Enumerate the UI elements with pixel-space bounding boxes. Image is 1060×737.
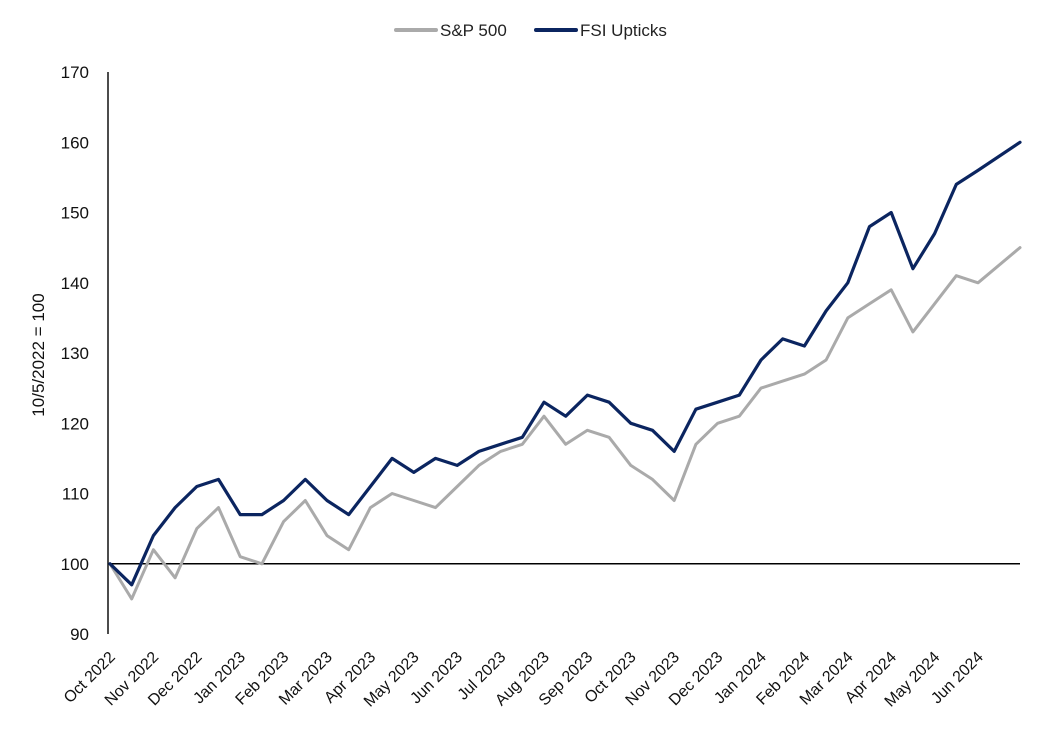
y-tick-label: 150 [61,204,89,223]
y-tick-label: 120 [61,414,89,433]
legend-label-sp500: S&P 500 [440,21,507,40]
y-axis-title: 10/5/2022 = 100 [29,293,48,416]
series-line-fsi-upticks [108,140,1022,587]
legend: S&P 500 FSI Upticks [394,21,667,40]
series-layer [108,140,1022,601]
y-tick-label: 100 [61,555,89,574]
series-line-sp500 [108,246,1022,601]
y-tick-label: 170 [61,63,89,82]
y-tick-label: 160 [61,133,89,152]
legend-label-fsi-upticks: FSI Upticks [580,21,667,40]
y-tick-label: 110 [62,485,89,504]
y-tick-label: 140 [61,274,89,293]
y-tick-label: 90 [70,625,89,644]
y-axis: 90 100 110 120 130 140 150 160 170 [61,63,1020,644]
y-tick-label: 130 [61,344,89,363]
